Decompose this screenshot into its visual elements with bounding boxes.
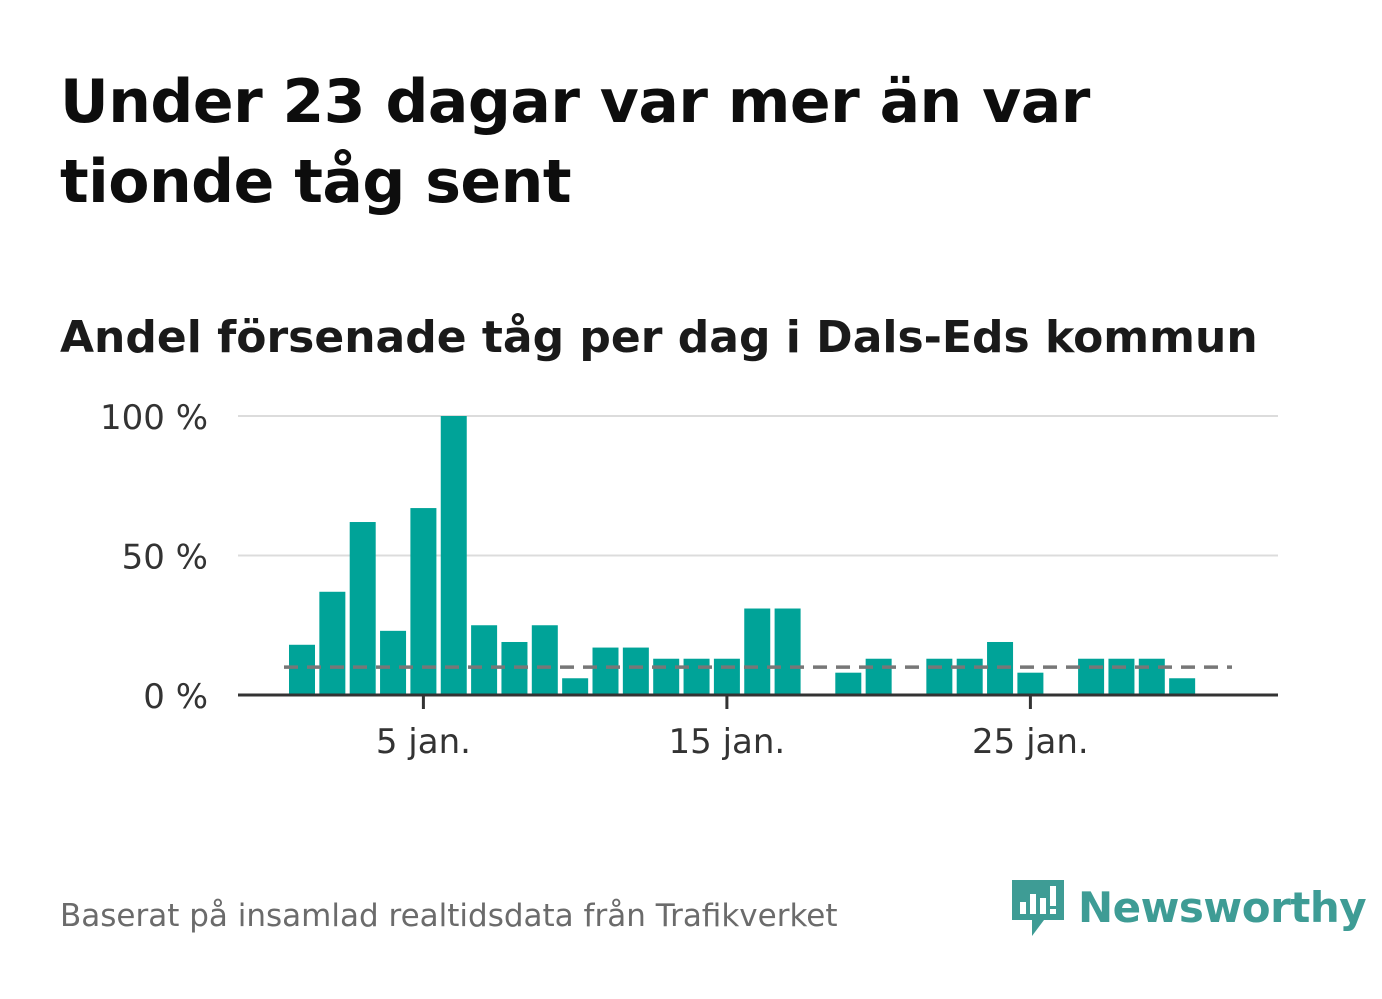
bar	[471, 625, 498, 695]
bar	[531, 625, 558, 695]
bar	[956, 658, 983, 695]
source-note: Baserat på insamlad realtidsdata från Tr…	[60, 898, 838, 934]
bars	[289, 416, 1196, 695]
axes: 0 % 50 % 100 % 5 jan. 15 jan. 25 jan.	[100, 398, 1278, 762]
bar-chart: 0 % 50 % 100 % 5 jan. 15 jan. 25 jan.	[100, 398, 1278, 762]
bar	[1078, 658, 1105, 695]
y-tick-label: 50 %	[122, 538, 208, 578]
bar	[562, 678, 589, 695]
bar	[713, 658, 740, 695]
bar	[440, 416, 467, 695]
bar	[744, 608, 771, 695]
bar	[774, 608, 801, 695]
grid-lines	[238, 415, 1278, 557]
bar	[926, 658, 953, 695]
bar	[653, 658, 680, 695]
bar	[349, 522, 376, 695]
x-tick-label: 5 jan.	[376, 722, 471, 762]
y-tick-label: 0 %	[143, 677, 208, 717]
bar	[319, 591, 346, 695]
bar	[592, 647, 619, 695]
bar	[410, 508, 437, 695]
brand-name: Newsworthy	[1078, 882, 1367, 932]
chart-subtitle: Andel försenade tåg per dag i Dals-Eds k…	[60, 312, 1258, 363]
x-tick-label: 15 jan.	[669, 722, 786, 762]
bar	[1169, 678, 1196, 695]
x-tick-label: 25 jan.	[972, 722, 1089, 762]
bar	[1138, 658, 1165, 695]
newsworthy-logo-icon	[1012, 880, 1064, 936]
y-tick-label: 100 %	[100, 398, 208, 438]
bar	[865, 658, 892, 695]
bar	[1017, 672, 1044, 695]
bar	[835, 672, 862, 695]
bar	[1108, 658, 1135, 695]
chart-title: Under 23 dagar var mer än var tionde tåg…	[60, 67, 1090, 217]
bar	[289, 644, 315, 695]
bar	[380, 630, 407, 695]
brand: Newsworthy	[1010, 876, 1367, 938]
bar	[683, 658, 710, 695]
bar	[622, 647, 649, 695]
